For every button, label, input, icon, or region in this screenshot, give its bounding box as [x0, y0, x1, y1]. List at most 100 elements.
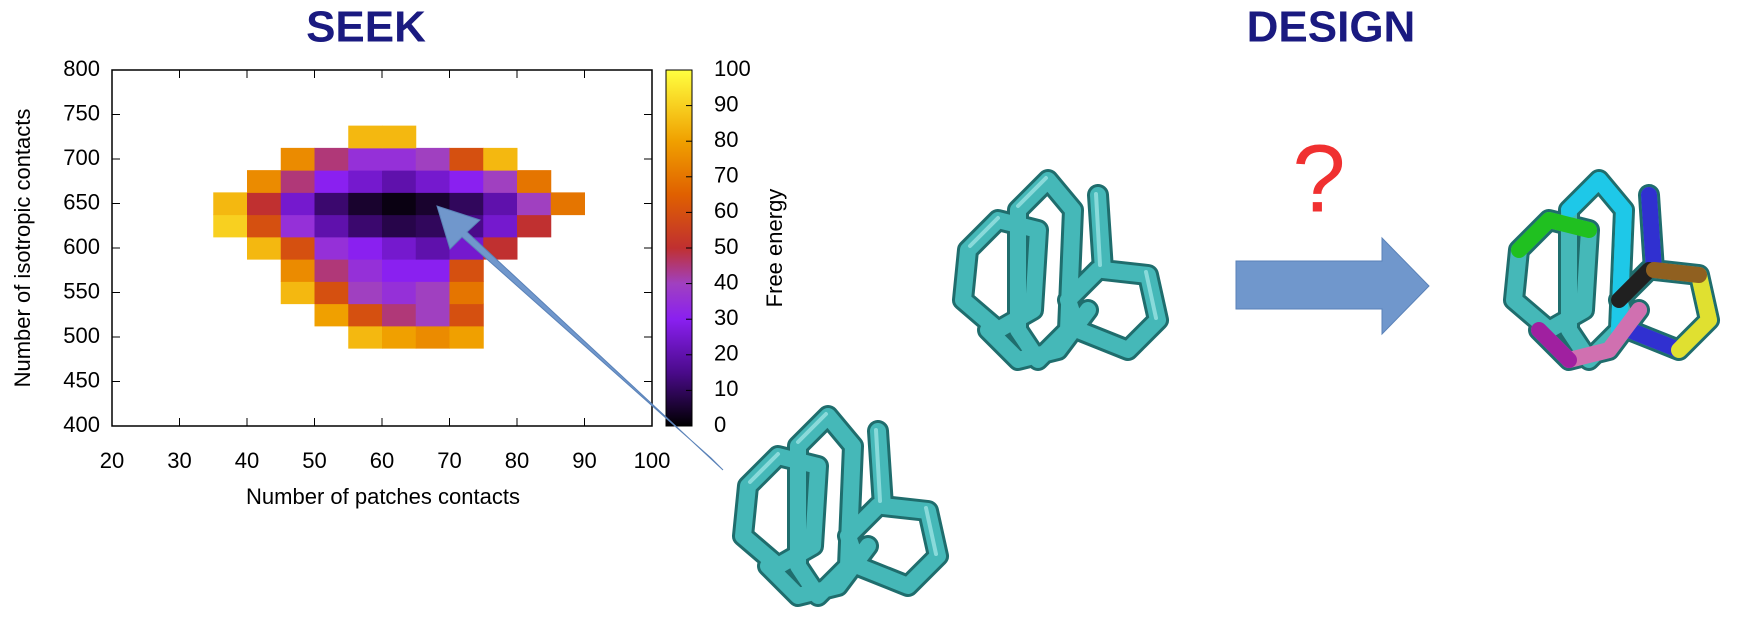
heat-cell — [483, 147, 518, 171]
heat-cell — [247, 214, 282, 238]
heat-cell — [415, 303, 450, 327]
heat-cell — [247, 192, 282, 216]
heat-cell — [348, 325, 383, 349]
heat-cell — [382, 170, 417, 193]
seek-title: SEEK — [306, 3, 426, 52]
designed-molecule — [1514, 178, 1709, 360]
heat-cell — [280, 259, 315, 282]
x-tick-label: 60 — [370, 448, 394, 473]
colorbar-tick-label: 80 — [714, 127, 738, 152]
y-axis-label: Number of isotropic contacts — [10, 109, 35, 388]
heat-cell — [280, 214, 315, 238]
plot-frame — [111, 69, 653, 427]
y-tick-label: 650 — [63, 189, 100, 214]
heat-cell — [449, 192, 484, 216]
heat-cell — [314, 303, 349, 327]
heat-cell — [348, 125, 383, 149]
heat-cell — [449, 325, 484, 349]
heat-cell — [314, 147, 349, 171]
molecule — [963, 178, 1158, 360]
heat-cell — [348, 259, 383, 282]
heat-cell — [382, 303, 417, 327]
heat-cell — [314, 192, 349, 216]
colorbar-tick-label: 50 — [714, 234, 738, 259]
molecule — [743, 414, 938, 596]
colorbar-tick-label: 0 — [714, 412, 726, 437]
heat-cell — [483, 214, 518, 238]
heat-cell — [280, 192, 315, 216]
heat-cell — [247, 170, 282, 193]
heat-cell — [280, 170, 315, 193]
colorbar-tick-label: 60 — [714, 198, 738, 223]
heat-cell — [449, 303, 484, 327]
heat-cell — [415, 281, 450, 305]
heat-cell — [348, 170, 383, 193]
heat-cell — [483, 236, 518, 260]
x-tick-label: 20 — [100, 448, 124, 473]
y-tick-label: 600 — [63, 234, 100, 259]
heat-cell — [280, 147, 315, 171]
heat-cell — [314, 281, 349, 305]
heat-cell — [517, 192, 552, 216]
heat-cell — [314, 259, 349, 282]
heat-cell — [213, 214, 248, 238]
colorbar-tick-label: 40 — [714, 269, 738, 294]
heat-cell — [517, 214, 552, 238]
x-tick-label: 30 — [167, 448, 191, 473]
x-tick-label: 100 — [634, 448, 671, 473]
heat-cell — [415, 147, 450, 171]
y-tick-label: 500 — [63, 323, 100, 348]
heat-cell — [550, 192, 585, 216]
heat-cell — [415, 236, 450, 260]
arrow — [436, 205, 724, 471]
heat-cell — [348, 303, 383, 327]
x-axis-label: Number of patches contacts — [246, 484, 520, 509]
colorbar-tick-label: 90 — [714, 91, 738, 116]
heat-cell — [314, 170, 349, 193]
x-tick-label: 80 — [505, 448, 529, 473]
heat-cell — [280, 281, 315, 305]
heat-cell — [449, 147, 484, 171]
colorbar-tick-label: 10 — [714, 376, 738, 401]
heat-cell — [449, 259, 484, 282]
arrow — [1235, 236, 1430, 336]
heat-cell — [517, 170, 552, 193]
x-tick-label: 40 — [235, 448, 259, 473]
y-tick-label: 750 — [63, 100, 100, 125]
colorbar-tick-label: 30 — [714, 305, 738, 330]
heat-cell — [382, 192, 417, 216]
heat-cell — [348, 281, 383, 305]
heat-cell — [415, 325, 450, 349]
heat-cell — [348, 236, 383, 260]
heat-cell — [449, 281, 484, 305]
heat-cell — [213, 192, 248, 216]
heat-cell — [449, 170, 484, 193]
heatmap: 20 30 40 50 60 70 80 90 100400450500550600650700… — [10, 56, 787, 509]
heat-cell — [314, 214, 349, 238]
colorbar-tick-label: 100 — [714, 56, 751, 81]
heat-cell — [382, 325, 417, 349]
colorbar-label: Free energy — [762, 189, 787, 308]
heat-cell — [382, 147, 417, 171]
y-tick-label: 450 — [63, 367, 100, 392]
design-title: DESIGN — [1247, 3, 1416, 52]
heat-cell — [382, 125, 417, 149]
heat-cell — [348, 192, 383, 216]
y-tick-label: 800 — [63, 56, 100, 81]
heat-cell — [382, 214, 417, 238]
colorbar-tick-label: 20 — [714, 341, 738, 366]
y-tick-label: 700 — [63, 145, 100, 170]
heat-cell — [483, 192, 518, 216]
heat-cell — [247, 236, 282, 260]
heat-cell — [415, 170, 450, 193]
heat-cell — [382, 236, 417, 260]
heat-cell — [382, 259, 417, 282]
heat-cell — [314, 236, 349, 260]
x-tick-label: 90 — [572, 448, 596, 473]
y-tick-label: 400 — [63, 412, 100, 437]
y-tick-label: 550 — [63, 278, 100, 303]
x-tick-label: 70 — [437, 448, 461, 473]
heat-cell — [382, 281, 417, 305]
heat-cell — [348, 214, 383, 238]
